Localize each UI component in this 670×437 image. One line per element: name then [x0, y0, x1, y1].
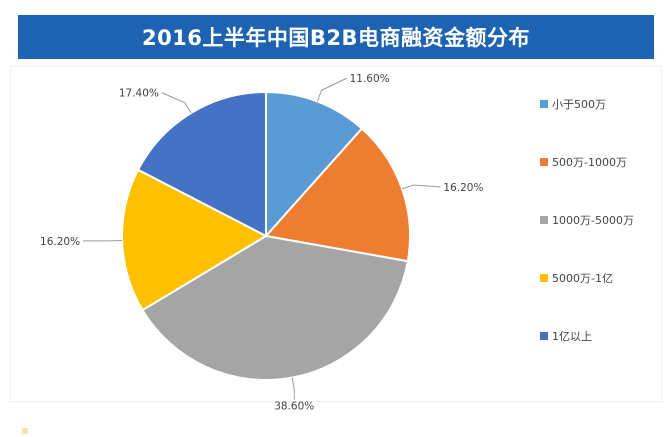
data-labels: 11.60% 16.20% 38.60% 16.20% 17.40%: [40, 73, 483, 412]
leader-lines: [83, 77, 441, 400]
legend-label-4: 5000万-1亿: [552, 272, 613, 285]
legend-swatch-3: [540, 216, 548, 224]
pie-slice-3: [141, 234, 409, 381]
legend-swatch-1: [540, 100, 548, 108]
chart-title: 2016上半年中国B2B电商融资金额分布: [141, 26, 531, 50]
data-label-2: 16.20%: [443, 182, 483, 194]
pie-slice-2: [264, 127, 411, 263]
pie-slice-4: [121, 168, 269, 312]
leader-line-5: [161, 92, 192, 114]
legend-item-5: 1亿以上: [540, 328, 592, 344]
title-banner: 2016上半年中国B2B电商融资金额分布: [18, 15, 654, 59]
data-label-4: 16.20%: [40, 236, 80, 248]
legend-swatch-2: [540, 158, 548, 166]
legend-item-4: 5000万-1亿: [540, 270, 613, 286]
data-label-3: 38.60%: [274, 400, 314, 412]
leader-line-1: [316, 77, 347, 102]
legend-item-3: 1000万-5000万: [540, 212, 634, 228]
legend-item-2: 500万-1000万: [540, 154, 627, 170]
legend-label-3: 1000万-5000万: [552, 214, 634, 227]
data-label-5: 17.40%: [119, 88, 159, 100]
data-label-1: 11.60%: [350, 73, 390, 85]
leader-line-2: [401, 184, 441, 190]
legend-label-2: 500万-1000万: [552, 156, 627, 169]
pie-slices: [121, 90, 411, 381]
legend-label-5: 1亿以上: [552, 330, 592, 343]
leader-line-3: [291, 377, 295, 400]
legend-swatch-4: [540, 274, 548, 282]
legend-swatch-5: [540, 332, 548, 340]
legend-label-1: 小于500万: [552, 98, 606, 111]
legend-item-1: 小于500万: [540, 96, 606, 112]
pie-slice-1: [265, 90, 364, 239]
decorative-mark: [22, 428, 28, 434]
